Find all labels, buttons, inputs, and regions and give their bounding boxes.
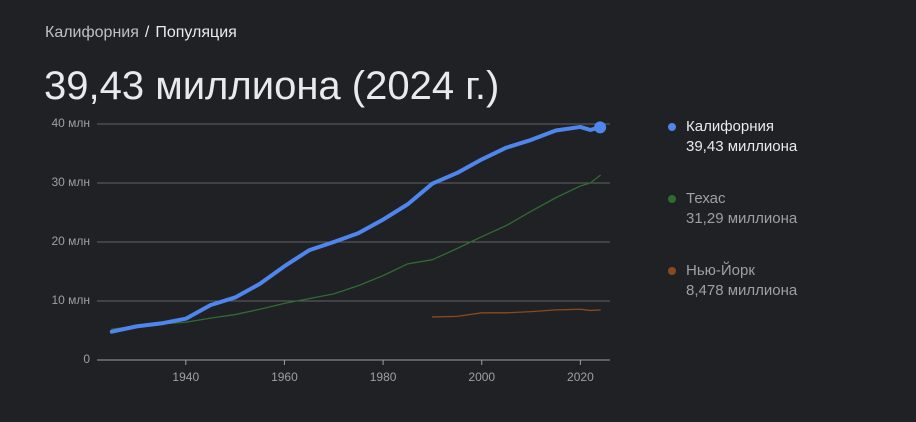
y-tick-label: 30 млн — [51, 175, 90, 189]
x-tick-label: 1980 — [370, 370, 397, 384]
series-line — [111, 174, 601, 330]
breadcrumb-separator: / — [144, 24, 150, 41]
legend-dot[interactable] — [668, 123, 676, 131]
y-tick-label: 20 млн — [51, 234, 90, 248]
legend-value: 8,478 миллиона — [686, 282, 798, 299]
breadcrumb: Калифорния / Популяция — [45, 24, 237, 42]
legend-value: 31,29 миллиона — [686, 210, 798, 227]
y-tick-label: 10 млн — [51, 293, 90, 307]
series-line — [431, 308, 601, 318]
legend-dot[interactable] — [668, 267, 676, 275]
x-tick-label: 1940 — [172, 370, 199, 384]
headline: 39,43 миллиона (2024 г.) — [44, 64, 500, 108]
breadcrumb-current: Популяция — [155, 24, 237, 41]
breadcrumb-link[interactable]: Калифорния — [45, 24, 139, 41]
y-tick-label: 40 млн — [51, 116, 90, 130]
x-tick-label: 2020 — [567, 370, 594, 384]
x-tick-label: 2000 — [468, 370, 495, 384]
legend-dot[interactable] — [668, 195, 676, 203]
legend-name[interactable]: Техас — [686, 190, 726, 207]
y-tick-label: 0 — [83, 352, 90, 366]
legend-name[interactable]: Калифорния — [686, 118, 774, 135]
legend-name[interactable]: Нью-Йорк — [686, 261, 755, 279]
x-tick-label: 1960 — [271, 370, 298, 384]
series-line — [109, 124, 603, 334]
legend-value: 39,43 миллиона — [686, 138, 798, 155]
end-point — [594, 121, 607, 134]
